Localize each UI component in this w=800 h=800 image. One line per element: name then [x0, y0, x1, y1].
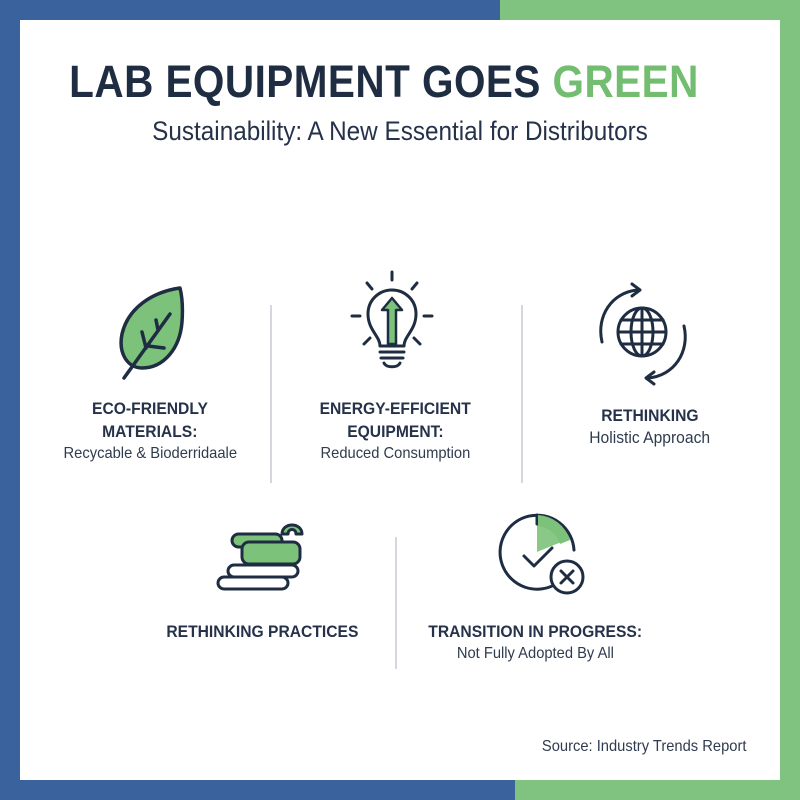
feature-rethinking: RETHINKING Holistic Approach [535, 404, 765, 449]
feature-title-line2: EQUIPMENT: [346, 422, 444, 441]
progress-clock-icon [498, 513, 585, 595]
feature-title-line1: TRANSITION IN PROGRESS: [428, 622, 642, 641]
lightbulb-arrow-icon [350, 270, 434, 369]
feature-title-line1: RETHINKING PRACTICES [166, 622, 359, 641]
globe-cycle-icon [599, 282, 687, 386]
feature-energy-efficient: ENERGY-EFFICIENT EQUIPMENT: Reduced Cons… [285, 397, 505, 465]
feature-title-line1: ECO-FRIENDLY [92, 399, 208, 418]
feature-title-line1: ENERGY-EFFICIENT [319, 399, 471, 418]
frame-top-blue [0, 0, 500, 20]
source-citation: Source: Industry Trends Report [533, 738, 755, 756]
stacked-items-icon [216, 523, 304, 591]
frame-left-blue [0, 0, 20, 800]
frame-bottom-blue [0, 780, 515, 800]
feature-rethinking-practices: RETHINKING PRACTICES [140, 620, 385, 643]
feature-eco-friendly: ECO-FRIENDLY MATERIALS: Recycable & Biod… [40, 397, 260, 465]
title-accent: GREEN [552, 56, 699, 107]
feature-title-line2: MATERIALS: [102, 422, 198, 441]
frame-top-green [500, 0, 800, 20]
feature-title-line1: RETHINKING [601, 406, 699, 425]
divider-vertical-3 [395, 537, 397, 669]
page-subtitle: Sustainability: A New Essential for Dist… [152, 116, 648, 146]
feature-transition-progress: TRANSITION IN PROGRESS: Not Fully Adopte… [405, 620, 665, 665]
feature-subtitle: Recycable & Bioderridaale [63, 445, 237, 462]
divider-vertical-2 [521, 305, 523, 483]
feature-subtitle: Holistic Approach [589, 428, 711, 447]
content-card [20, 20, 780, 780]
feature-subtitle: Reduced Consumption [320, 445, 470, 462]
frame-bottom-green [515, 780, 800, 800]
frame-right-green [780, 0, 800, 800]
leaf-icon [119, 286, 185, 380]
divider-vertical-1 [270, 305, 272, 483]
source-text: Source: Industry Trends Report [541, 738, 747, 755]
feature-subtitle: Not Fully Adopted By All [456, 645, 614, 662]
title-main: LAB EQUIPMENT GOES [69, 56, 553, 107]
page-title: LAB EQUIPMENT GOES GREEN [38, 56, 729, 108]
